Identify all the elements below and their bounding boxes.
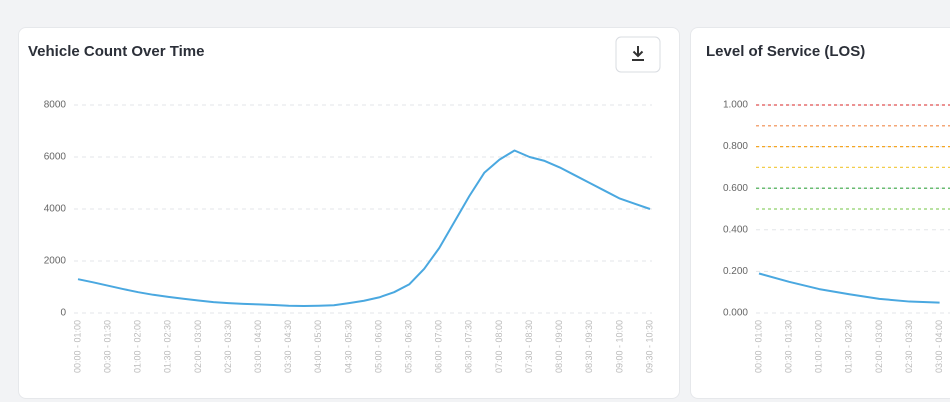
y-tick-label: 0.400 (723, 224, 748, 235)
x-tick-label: 02:30 - 03:30 (223, 320, 233, 373)
download-icon[interactable] (632, 46, 644, 61)
x-tick-label: 01:00 - 02:00 (814, 320, 824, 373)
x-tick-label: 05:30 - 06:30 (404, 320, 414, 373)
x-tick-label: 07:00 - 08:00 (494, 320, 504, 373)
x-tick-label: 02:00 - 03:00 (874, 320, 884, 373)
x-tick-label: 08:00 - 09:00 (554, 320, 564, 373)
x-tick-label: 07:30 - 08:30 (524, 320, 534, 373)
x-tick-label: 00:00 - 01:00 (72, 320, 82, 373)
x-tick-label: 05:00 - 06:00 (373, 320, 383, 373)
x-tick-label: 01:30 - 02:30 (844, 320, 854, 373)
y-tick-label: 8000 (44, 100, 67, 111)
x-tick-label: 06:00 - 07:00 (434, 320, 444, 373)
x-tick-label: 03:00 - 04:00 (253, 320, 263, 373)
y-tick-label: 0.600 (723, 183, 748, 194)
x-tick-label: 04:00 - 05:00 (313, 320, 323, 373)
y-tick-label: 6000 (44, 152, 67, 163)
x-tick-label: 00:00 - 01:00 (753, 320, 763, 373)
x-tick-label: 08:30 - 09:30 (584, 320, 594, 373)
x-tick-label: 02:30 - 03:30 (904, 320, 914, 373)
line (77, 149, 651, 307)
x-tick-label: 00:30 - 01:30 (102, 320, 112, 373)
x-tick-label: 01:30 - 02:30 (163, 320, 173, 373)
x-tick-label: 06:30 - 07:30 (464, 320, 474, 373)
y-tick-label: 0.000 (723, 308, 748, 319)
x-tick-label: 09:00 - 10:00 (614, 320, 624, 373)
y-tick-label: 0.200 (723, 266, 748, 277)
x-tick-label: 00:30 - 01:30 (783, 320, 793, 373)
vehicle-card (18, 27, 680, 399)
y-tick-label: 0.800 (723, 141, 748, 152)
download-button[interactable] (615, 36, 661, 73)
y-tick-label: 0 (60, 308, 66, 319)
x-tick-label: 04:30 - 05:30 (343, 320, 353, 373)
x-tick-label: 09:30 - 10:30 (644, 320, 654, 373)
x-tick-label: 02:00 - 03:00 (193, 320, 203, 373)
chart-title: Vehicle Count Over Time (28, 43, 204, 60)
line (758, 272, 940, 304)
chart-title: Level of Service (LOS) (706, 43, 865, 60)
y-tick-label: 1.000 (723, 100, 748, 111)
y-tick-label: 4000 (44, 204, 67, 215)
x-tick-label: 03:00 - 04:00 (934, 320, 944, 373)
x-tick-label: 03:30 - 04:30 (283, 320, 293, 373)
los-card (690, 27, 950, 399)
x-tick-label: 01:00 - 02:00 (133, 320, 143, 373)
y-tick-label: 2000 (44, 256, 67, 267)
